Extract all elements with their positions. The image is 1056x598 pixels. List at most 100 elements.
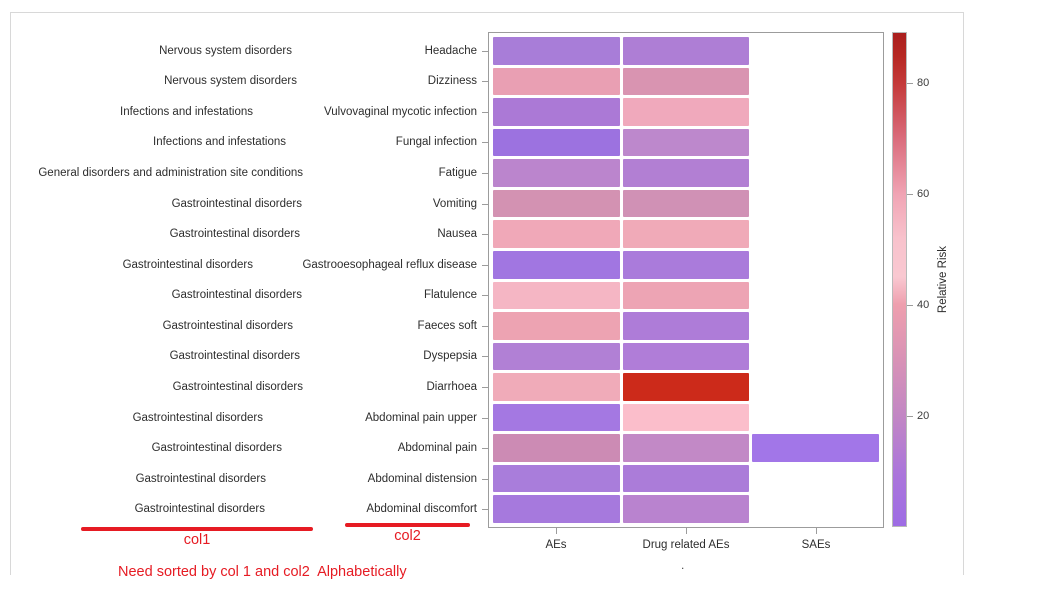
y-label-col1: Gastrointestinal disorders	[172, 380, 303, 393]
heatmap-cell	[493, 373, 620, 401]
y-label-col2: Fatigue	[438, 167, 477, 180]
x-tick-label: AEs	[545, 539, 567, 551]
y-label-col2: Nausea	[437, 228, 477, 241]
heatmap-cell	[752, 434, 879, 462]
heatmap-cell	[622, 403, 750, 432]
y-label-row: Gastrointestinal disorders Flatulence	[0, 282, 488, 310]
colorbar-gradient	[892, 32, 907, 527]
heatmap-cell	[622, 98, 750, 126]
heatmap-cell	[622, 464, 750, 493]
y-label-col2: Vomiting	[432, 197, 477, 210]
y-tick-mark	[482, 50, 488, 52]
heatmap-cell	[493, 312, 620, 340]
heatmap-cell	[622, 281, 750, 310]
y-label-row: Gastrointestinal disorders Dyspepsia	[0, 343, 488, 371]
y-label-row: Gastrointestinal disorders Abdominal pain…	[0, 404, 488, 432]
heatmap-cell	[622, 67, 750, 96]
heatmap-cell	[493, 495, 620, 523]
heatmap-cell-empty	[752, 190, 879, 218]
heatmap-cell	[493, 250, 620, 279]
heatmap-cell-empty	[752, 282, 879, 310]
heatmap-cell	[493, 98, 620, 126]
y-label-col2: Fungal infection	[395, 136, 477, 149]
y-label-col2: Flatulence	[423, 289, 477, 302]
heatmap-cell	[493, 403, 620, 432]
heatmap-cell	[622, 37, 750, 65]
y-label-col2: Vulvovaginal mycotic infection	[324, 105, 477, 118]
y-label-row: Nervous system disorders Dizziness	[0, 68, 488, 96]
y-label-col2: Abdominal distension	[367, 472, 477, 485]
y-label-col1: Gastrointestinal disorders	[162, 319, 293, 332]
heatmap-cell	[493, 434, 620, 462]
heatmap-cell	[622, 128, 750, 157]
heatmap-cell	[622, 159, 750, 187]
x-tick-mark	[686, 528, 687, 534]
y-tick-mark	[482, 81, 488, 83]
y-label-row: Infections and infestations Fungal infect…	[0, 129, 488, 157]
colorbar-tick-mark	[907, 83, 913, 84]
y-tick-mark	[482, 295, 488, 297]
heatmap-cell	[493, 464, 620, 493]
heatmap-cell-empty	[752, 159, 879, 187]
heatmap-cell	[493, 128, 620, 157]
colorbar-title: Relative Risk	[937, 245, 949, 314]
heatmap-cell-empty	[752, 98, 879, 126]
y-label-col1: Gastrointestinal disorders	[169, 350, 300, 363]
y-label-col1: Infections and infestations	[153, 136, 286, 149]
colorbar-tick-label: 80	[917, 77, 930, 89]
y-label-col2: Diarrhoea	[426, 380, 478, 393]
colorbar-tick-mark	[907, 194, 913, 195]
heatmap-plot	[488, 32, 884, 528]
heatmap-cell	[493, 189, 620, 218]
heatmap-cell-empty	[752, 465, 879, 493]
col2-annotation: col2	[394, 528, 421, 544]
y-label-col2: Dizziness	[427, 75, 477, 88]
heatmap-cell	[493, 220, 620, 248]
heatmap-cell-empty	[752, 404, 879, 432]
y-label-col1: Gastrointestinal disorders	[151, 442, 282, 455]
heatmap-cell-empty	[752, 220, 879, 248]
y-label-col1: Nervous system disorders	[164, 75, 297, 88]
heatmap-cell-empty	[752, 68, 879, 96]
colorbar-tick-mark	[907, 416, 913, 417]
y-label-row: Nervous system disorders Headache	[0, 37, 488, 65]
x-axis-note: .	[681, 558, 685, 572]
y-label-col1: Gastrointestinal disorders	[171, 197, 302, 210]
heatmap-cell-empty	[752, 37, 879, 65]
y-label-row: Gastrointestinal disorders Abdominal disc…	[0, 495, 488, 523]
heatmap-cell-empty	[752, 373, 879, 401]
y-label-col2: Headache	[424, 44, 477, 57]
outer-frame	[10, 12, 964, 575]
y-label-col1: Gastrointestinal disorders	[134, 503, 265, 516]
y-tick-mark	[482, 417, 488, 419]
x-tick-label: SAEs	[801, 539, 831, 551]
colorbar-tick-label: 60	[917, 188, 930, 200]
colorbar-tick-mark	[907, 305, 913, 306]
y-tick-mark	[482, 325, 488, 327]
heatmap-cell-empty	[752, 312, 879, 340]
heatmap-cell-empty	[752, 129, 879, 157]
y-label-col2: Abdominal discomfort	[366, 503, 477, 516]
y-label-col1: Infections and infestations	[120, 105, 253, 118]
y-axis-labels: Nervous system disorders Headache Nervous …	[0, 32, 488, 528]
y-tick-mark	[482, 111, 488, 113]
y-label-col1: Gastrointestinal disorders	[169, 228, 300, 241]
y-tick-mark	[482, 509, 488, 511]
y-tick-mark	[482, 173, 488, 175]
heatmap-cell-empty	[752, 495, 879, 523]
heatmap-cell	[622, 312, 750, 340]
y-tick-mark	[482, 234, 488, 236]
y-label-row: General disorders and administration sit…	[0, 159, 488, 187]
heatmap-cell	[622, 220, 750, 248]
y-label-col1: Gastrointestinal disorders	[135, 472, 266, 485]
y-label-row: Gastrointestinal disorders Abdominal dist…	[0, 465, 488, 493]
y-label-row: Infections and infestations Vulvovaginal …	[0, 98, 488, 126]
y-label-col1: Nervous system disorders	[159, 44, 292, 57]
y-tick-mark	[482, 356, 488, 358]
heatmap-cell	[493, 67, 620, 96]
heatmap-cell	[493, 37, 620, 65]
colorbar-tick-label: 40	[917, 299, 930, 311]
sort-note: Need sorted by col 1 and col2 Alphabetic…	[118, 564, 407, 580]
heatmap-cell	[493, 159, 620, 187]
